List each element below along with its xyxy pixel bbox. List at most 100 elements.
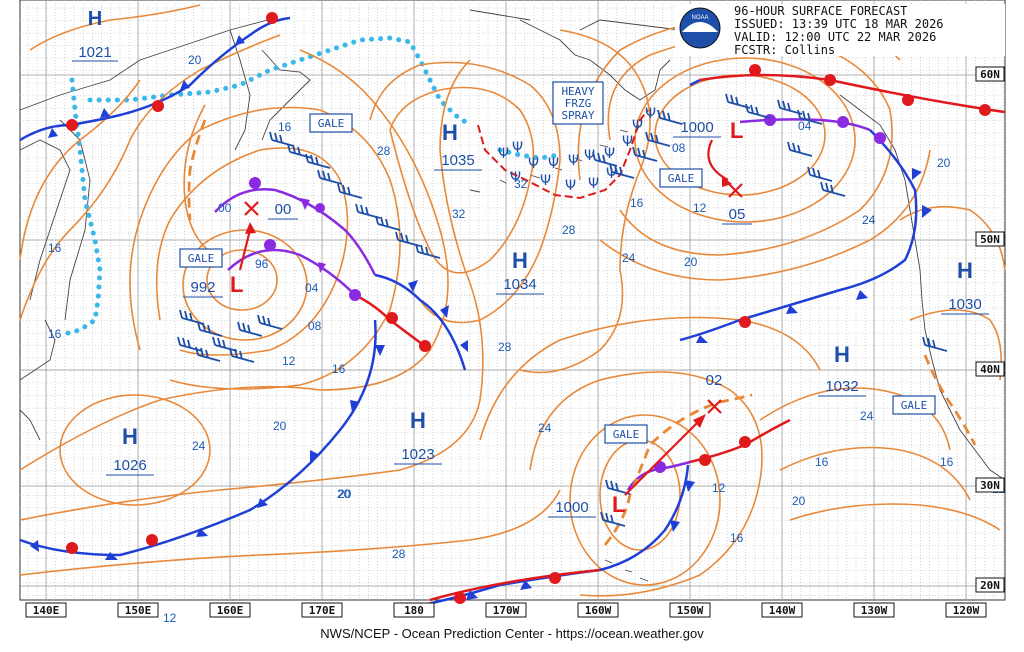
warning-label: GALE	[318, 117, 345, 130]
wind-barb	[179, 309, 205, 325]
wind-barb	[797, 109, 823, 125]
longitude-label: 140W	[769, 604, 796, 617]
frzg-spray-label: FRZG	[565, 97, 592, 110]
isobar-label: 24	[622, 251, 636, 265]
isobar-label: 12	[693, 201, 707, 215]
footer-credit: NWS/NCEP - Ocean Prediction Center - htt…	[320, 626, 704, 641]
wind-barb	[807, 166, 833, 182]
pressure-value: 1030	[948, 296, 981, 313]
pressure-value: 1000	[680, 119, 713, 136]
header-valid: VALID: 12:00 UTC 22 MAR 2026	[734, 30, 936, 44]
forecast-position-labels: 00 05 02	[268, 201, 752, 389]
longitude-label-box	[945, 602, 987, 618]
wind-barb	[257, 314, 283, 330]
pressure-type: H	[442, 120, 458, 145]
longitude-label-box	[393, 602, 435, 618]
wind-barb	[600, 511, 626, 527]
isobar-label: 20	[792, 494, 806, 508]
isobar-label: 16	[940, 455, 954, 469]
ice-edge	[57, 35, 563, 338]
isobar-label: 04	[305, 281, 319, 295]
wind-barb	[592, 151, 618, 167]
longitude-label-box	[669, 602, 711, 618]
gale-warning-boxes: GALE GALE GALE GALE GALE HEAVY FRZG SPRA…	[179, 81, 936, 444]
isobar-label: 12	[163, 611, 177, 625]
warning-label: GALE	[668, 172, 695, 185]
freezing-spray-icon: Ψ	[568, 153, 579, 169]
wind-barb	[725, 93, 751, 109]
warning-label: GALE	[613, 428, 640, 441]
longitude-labels: 140E 150E 160E 170E 180 170W 160W 150W 140W 130W 1…	[25, 602, 987, 618]
isobar-label: 00	[218, 201, 232, 215]
latitude-label: 20N	[980, 579, 1000, 592]
forecast-pressure: 00	[275, 201, 292, 218]
isobar-label: 32	[514, 177, 528, 191]
latitude-label-box	[975, 577, 1005, 593]
storm-tracks	[238, 139, 732, 496]
isobar-label: 20	[684, 255, 698, 269]
latitude-label: 40N	[980, 363, 1000, 376]
isobar-label: 96	[255, 257, 269, 271]
isobar-label: 24	[862, 213, 876, 227]
isobar-label: 12	[712, 481, 726, 495]
wind-barb	[237, 321, 263, 337]
frzg-spray-label: HEAVY	[561, 85, 594, 98]
wind-barb	[632, 146, 658, 162]
wind-barb	[645, 131, 671, 147]
longitude-label: 170W	[493, 604, 520, 617]
pressure-type: H	[834, 342, 850, 367]
isobar-label: 16	[48, 327, 62, 341]
isobar-label: 28	[562, 223, 576, 237]
pressure-type: H	[122, 424, 138, 449]
freezing-spray-icon: Ψ	[632, 118, 643, 134]
longitude-label-box	[117, 602, 159, 618]
lat-lon-grid	[20, 0, 1005, 600]
low-symbol-L: L	[612, 492, 625, 517]
longitude-label-box	[25, 602, 67, 618]
isobar-label: 20	[337, 487, 351, 501]
wind-barb	[745, 103, 771, 119]
low-symbol-L: L	[230, 272, 243, 297]
wind-barb	[777, 99, 803, 115]
longitude-label-box	[577, 602, 619, 618]
warning-label: GALE	[901, 399, 928, 412]
freezing-spray-icon: Ψ	[510, 170, 521, 186]
coastlines	[19, 9, 1006, 582]
warm-front-symbols	[66, 12, 991, 604]
wind-barb	[212, 336, 238, 352]
isobar-label: 08	[672, 141, 686, 155]
freezing-spray-icon: Ψ	[498, 146, 509, 162]
pressure-value: 1026	[113, 457, 146, 474]
isobar-label: 24	[860, 409, 874, 423]
longitude-label: 140E	[33, 604, 60, 617]
isobar-label: 28	[392, 547, 406, 561]
longitude-label-box	[301, 602, 343, 618]
freezing-spray-icon: Ψ	[604, 146, 615, 162]
longitude-label: 170E	[309, 604, 336, 617]
pressure-centers: H 1021 H 1035 H 1034 H 1030 H 1032 H 102…	[72, 8, 989, 518]
wind-barb	[287, 143, 313, 159]
wind-barb	[337, 183, 363, 199]
isobar-label: 20	[937, 156, 951, 170]
isobar-label: 32	[452, 207, 466, 221]
longitude-label-box	[209, 602, 251, 618]
isobar-label: 20	[188, 53, 202, 67]
wind-barb	[395, 231, 421, 247]
forecast-x-marks	[244, 183, 743, 414]
latitude-labels: 60N 50N 40N 30N 20N	[975, 66, 1005, 593]
freezing-spray-icon: Ψ	[540, 173, 551, 189]
wind-barb	[657, 109, 683, 125]
wind-barb	[177, 336, 203, 352]
freezing-spray-icon: Ψ	[528, 156, 539, 172]
wind-barb	[269, 131, 295, 147]
forecast-pressure: 05	[729, 206, 746, 223]
isobar-label: 24	[192, 439, 206, 453]
longitude-label: 150W	[677, 604, 704, 617]
wind-barb	[787, 141, 813, 157]
latitude-label: 60N	[980, 68, 1000, 81]
freezing-spray-icon: Ψ	[584, 148, 595, 164]
isobar-label: 16	[48, 241, 62, 255]
wind-barb	[922, 336, 948, 352]
